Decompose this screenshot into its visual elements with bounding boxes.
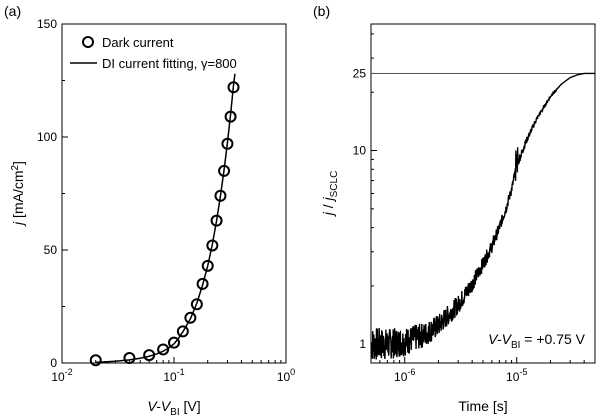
legend-fitting-symbol: γ: [201, 56, 208, 71]
panel-a-tick-labels: 10-2 10-1 100 0 50 100 150: [37, 17, 295, 384]
a-dark-current-point: [214, 189, 227, 202]
a-dark-current-point: [176, 325, 189, 338]
b-x-tick-label: 10-5: [506, 367, 527, 384]
b-ylabel-sep: /: [320, 201, 336, 213]
a-xlabel-unit: [V]: [180, 398, 201, 414]
b-y-tick-label: 10: [353, 144, 367, 158]
b-ylabel-sub: SCLC: [329, 171, 340, 198]
panel-a-y-axis-label: j [mA/cm2]: [10, 161, 26, 227]
a-dark-current-point: [218, 164, 231, 177]
panel-b-marks: [370, 72, 595, 360]
a-dark-current-point: [190, 298, 203, 311]
panel-b-x-axis-label: Time [s]: [458, 398, 507, 414]
a-dark-current-point: [224, 110, 237, 123]
panel-a-chart: (a) 10-2 10-1 100 0 50 100 150 Dark current DI…: [4, 3, 295, 418]
a-fitting-line: [95, 73, 236, 364]
legend-marker-dark-current: [82, 36, 94, 48]
b-y-tick-label: 25: [353, 66, 367, 80]
panel-a-legend: Dark current DI current fitting, γ=800: [70, 35, 237, 71]
panel-b-annotation: V-VBI = +0.75 V: [488, 331, 586, 351]
b-annot-rest: = +0.75 V: [520, 331, 585, 347]
a-y-tick-label: 150: [37, 17, 57, 31]
panel-b-y-axis-label: j / jSCLC: [320, 171, 340, 218]
a-x-tick-label: 10-2: [51, 367, 72, 384]
legend-label-fitting: DI current fitting, γ=800: [102, 56, 237, 71]
panel-b-label: (b): [313, 3, 330, 19]
b-y-tick-label: 1: [359, 337, 366, 351]
a-x-tick-label: 100: [277, 367, 295, 384]
a-dark-current-point: [206, 239, 219, 252]
a-dark-current-point: [143, 349, 156, 362]
a-ylabel-sup: 2: [10, 164, 21, 170]
a-dark-current-point: [184, 311, 197, 324]
panel-a-label: (a): [4, 3, 21, 19]
b-annot-sub: BI: [511, 340, 520, 351]
a-ylabel-main: j: [10, 221, 26, 227]
a-ylabel-close: ]: [10, 161, 26, 165]
a-dark-current-point: [201, 259, 214, 272]
a-x-tick-label: 10-1: [163, 367, 184, 384]
a-dark-current-point: [123, 352, 136, 365]
a-xlabel-main: V-V: [147, 398, 171, 414]
a-y-tick-label: 50: [44, 243, 58, 257]
b-ylabel-main2: j: [320, 197, 336, 203]
b-ylabel-main: j: [320, 211, 336, 217]
legend-fitting-suffix: =800: [207, 56, 236, 71]
panel-b-tick-labels: 10-6 10-5 1 10 25: [353, 66, 528, 384]
a-ylabel-unit: [mA/cm: [10, 170, 26, 221]
panel-a-marks: [89, 73, 240, 367]
a-xlabel-sub: BI: [170, 407, 179, 418]
b-transient-curve: [370, 72, 595, 360]
a-dark-current-point: [196, 277, 209, 290]
a-dark-current-point: [157, 343, 170, 356]
a-dark-current-point: [221, 137, 234, 150]
a-y-tick-label: 0: [50, 356, 57, 370]
b-annot-main: V-V: [488, 331, 512, 347]
panel-b-chart: (b) 10-6 10-5 1 10 25 V-VBI = +0.75 V Time […: [313, 3, 596, 414]
legend-label-dark-current: Dark current: [102, 35, 174, 50]
panel-a-x-axis-label: V-VBI [V]: [147, 398, 200, 418]
panel-b-plot-frame: [370, 23, 596, 364]
a-dark-current-point: [168, 336, 180, 349]
panel-a-plot-frame: [61, 23, 287, 364]
legend-fitting-prefix: DI current fitting,: [102, 56, 201, 71]
a-dark-current-point: [210, 214, 223, 227]
a-dark-current-point: [89, 354, 102, 367]
a-y-tick-label: 100: [37, 130, 57, 144]
panel-a-ticks: [61, 23, 287, 364]
a-dark-current-point: [227, 81, 240, 94]
b-x-tick-label: 10-6: [394, 367, 415, 384]
